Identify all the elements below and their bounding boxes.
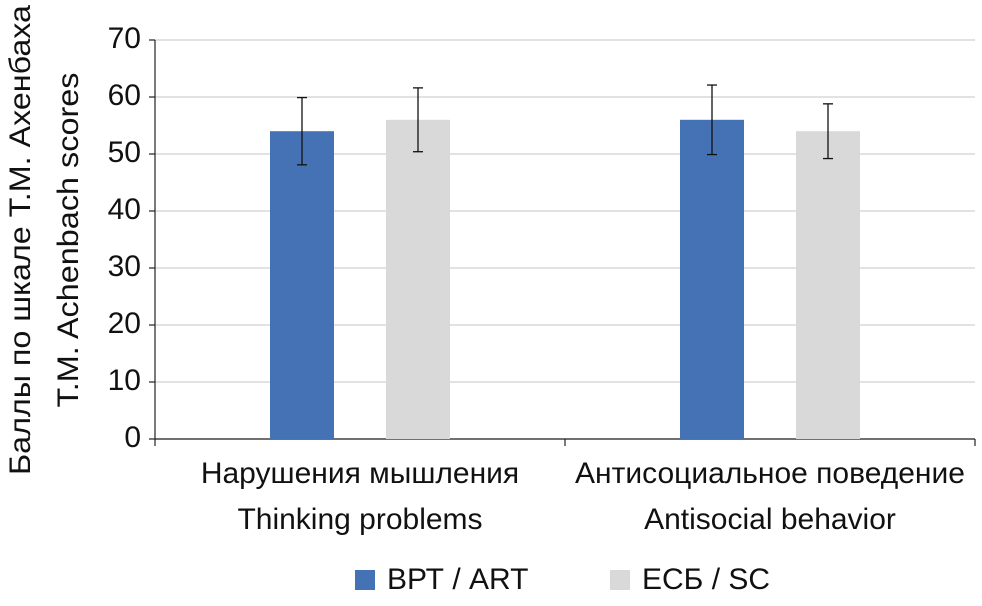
legend-swatch (355, 570, 375, 590)
bar (386, 119, 450, 440)
x-tick-label: Thinking problems (237, 503, 482, 536)
bar (270, 131, 334, 439)
y-tick-label: 70 (108, 22, 141, 55)
error-bar (707, 84, 717, 156)
x-tick-label: Нарушения мышления (201, 457, 519, 490)
bar (796, 131, 860, 439)
legend-swatch (610, 570, 630, 590)
x-tick-label: Antisocial behavior (644, 503, 896, 536)
y-tick-label: 30 (108, 250, 141, 283)
error-bar (413, 87, 423, 153)
y-tick-label: 60 (108, 79, 141, 112)
error-bar (823, 103, 833, 160)
error-bar (297, 96, 307, 166)
y-axis-title-line: T.M. Achenbach scores (52, 73, 85, 408)
y-tick-label: 20 (108, 307, 141, 340)
y-axis-title: Баллы по шкале Т.М. Ахенбаха T.M. Achenb… (4, 5, 85, 475)
legend-label: ЕСБ / SC (642, 563, 770, 596)
y-tick-label: 50 (108, 136, 141, 169)
legend-label: ВРТ / ART (387, 563, 528, 596)
bar (680, 119, 744, 440)
y-tick-label: 10 (108, 364, 141, 397)
y-tick-label: 40 (108, 193, 141, 226)
y-axis-title-line: Баллы по шкале Т.М. Ахенбаха (4, 5, 37, 475)
x-tick-label: Антисоциальное поведение (575, 457, 965, 490)
y-tick-label: 0 (124, 421, 141, 454)
